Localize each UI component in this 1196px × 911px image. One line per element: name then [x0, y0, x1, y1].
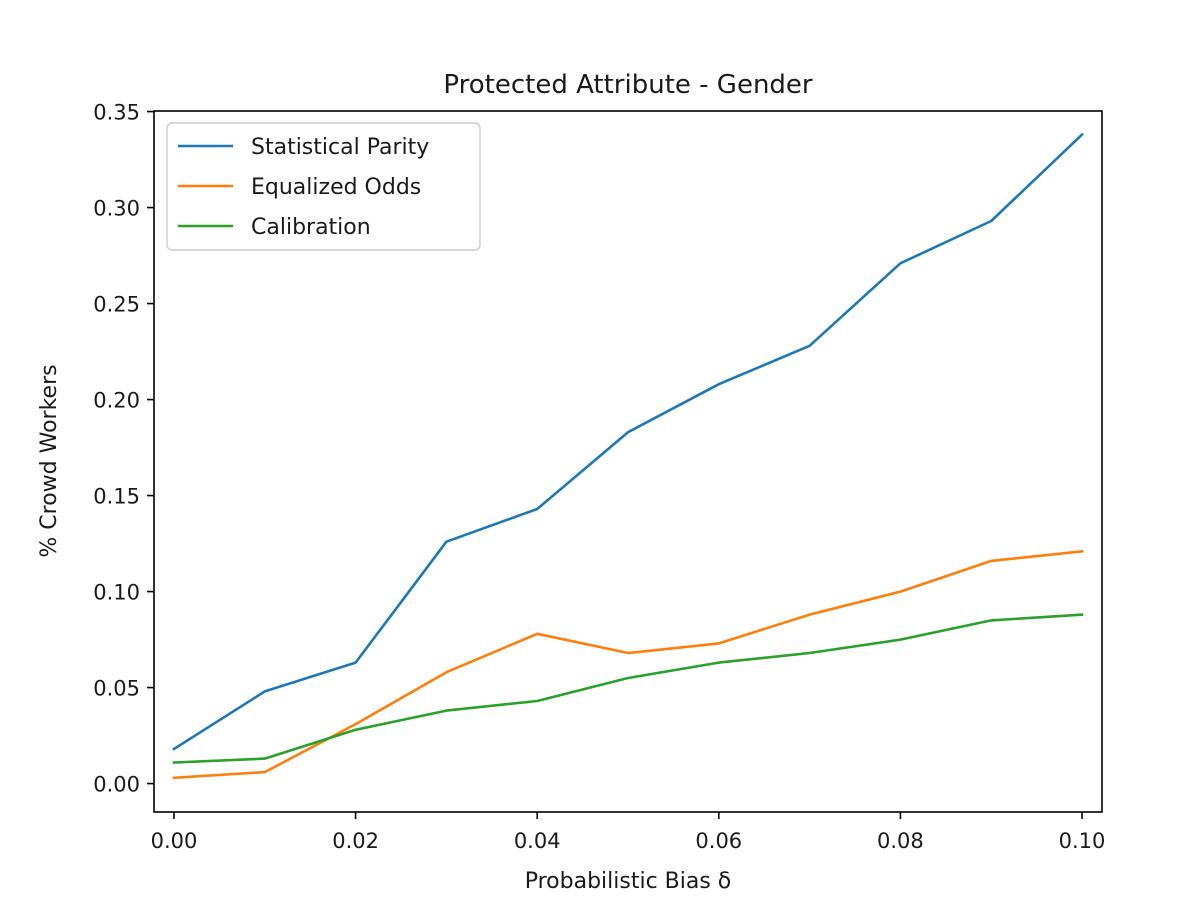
- x-tick-label: 0.10: [1059, 829, 1106, 853]
- y-tick-label: 0.05: [93, 677, 140, 701]
- legend-box: [166, 122, 481, 251]
- series-line-calibration: [172, 613, 1084, 764]
- x-tick-label: 0.02: [332, 829, 379, 853]
- x-axis-label: Probabilistic Bias δ: [525, 869, 732, 894]
- x-axis-ticks: 0.00 0.02 0.04 0.06 0.08 0.10: [151, 812, 1106, 853]
- legend-label-statistical-parity: Statistical Parity: [251, 135, 429, 160]
- y-tick-label: 0.15: [93, 485, 140, 509]
- x-tick-label: 0.06: [695, 829, 742, 853]
- y-tick-label: 0.30: [93, 197, 140, 221]
- x-tick-label: 0.08: [877, 829, 924, 853]
- y-tick-label: 0.10: [93, 581, 140, 605]
- legend: Statistical Parity Equalized Odds Calibrat…: [166, 122, 481, 251]
- x-tick-label: 0.00: [151, 829, 198, 853]
- chart-title: Protected Attribute - Gender: [443, 70, 813, 100]
- legend-label-equalized-odds: Equalized Odds: [251, 175, 421, 200]
- y-tick-label: 0.20: [93, 389, 140, 413]
- y-axis-label: % Crowd Workers: [37, 364, 62, 557]
- series-layer: [172, 132, 1084, 780]
- y-tick-label: 0.25: [93, 293, 140, 317]
- y-tick-label: 0.35: [93, 101, 140, 125]
- legend-label-calibration: Calibration: [251, 215, 371, 240]
- plot-frame: [153, 110, 1103, 813]
- y-axis-ticks: 0.00 0.05 0.10 0.15 0.20 0.25 0.30 0.35: [93, 101, 154, 797]
- series-line-statistical-parity: [172, 132, 1084, 751]
- x-tick-label: 0.04: [514, 829, 561, 853]
- y-tick-label: 0.00: [93, 773, 140, 797]
